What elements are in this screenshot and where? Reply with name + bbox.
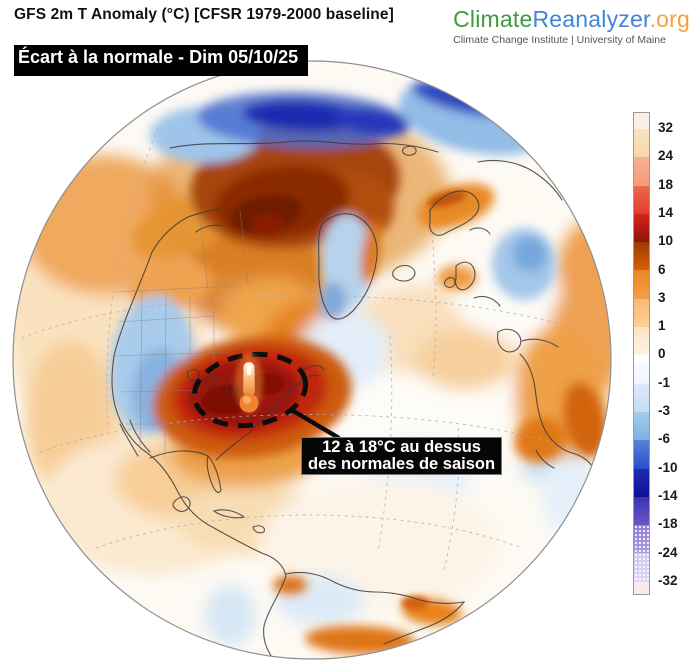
site-logo[interactable]: ClimateReanalyzer.org Climate Change Ins… (453, 6, 690, 46)
colorbar-segment (634, 242, 649, 271)
colorbar-segment (634, 327, 649, 356)
colorbar-tick-label: 0 (658, 346, 666, 362)
thermometer-icon (235, 353, 263, 413)
colorbar-segment (634, 298, 649, 328)
colorbar-tick-label: -1 (658, 374, 671, 390)
leader-line (288, 407, 341, 440)
colorbar-tick-label: -18 (658, 516, 678, 532)
colorbar-ticks: 32 24 18 14 10 6 3 1 0 -1 -3 -6 -10 -14 -18 -24 -32 (658, 112, 692, 593)
colorbar-segment (634, 213, 649, 243)
annotation-label: 12 à 18°C au dessus des normales de sais… (301, 437, 503, 475)
colorbar-segment (634, 129, 649, 158)
logo-climate: Climate (453, 6, 533, 32)
annotation-line2: des normales de saison (308, 454, 496, 473)
coastlines (111, 140, 593, 659)
highlight-ellipse (191, 351, 309, 429)
anomaly-field (13, 61, 611, 659)
colorbar-tick-label: 6 (658, 261, 666, 277)
logo-wordmark[interactable]: ClimateReanalyzer.org (453, 6, 690, 33)
colorbar-segment (634, 440, 649, 469)
colorbar-segment (634, 355, 649, 384)
colorbar-segment (634, 468, 649, 497)
colorbar-tick-label: 10 (658, 233, 674, 249)
colorbar-segment (634, 157, 649, 186)
logo-reanalyzer: Reanalyzer (532, 6, 650, 32)
colorbar-segment (634, 553, 649, 582)
logo-tagline: Climate Change Institute | University of… (453, 34, 666, 46)
colorbar-tick-label: -10 (658, 459, 678, 475)
page-title: GFS 2m T Anomaly (°C) [CFSR 1979-2000 ba… (14, 6, 394, 23)
colorbar-segment (634, 411, 649, 441)
colorbar-tick-label: -24 (658, 544, 678, 560)
state-borders (113, 209, 249, 459)
colorbar-tick-label: 14 (658, 204, 674, 220)
colorbar-tick-label: -6 (658, 431, 671, 447)
annotation-line1: 12 à 18°C au dessus (322, 438, 481, 456)
colorbar-segment (634, 383, 649, 412)
logo-org: .org (649, 6, 690, 32)
colorbar (633, 112, 650, 595)
colorbar-tick-label: 3 (658, 289, 666, 305)
colorbar-segment (634, 581, 649, 594)
graticule (21, 127, 603, 571)
colorbar-segment (634, 525, 649, 554)
colorbar-tick-label: -3 (658, 403, 671, 418)
colorbar-tick-label: 24 (658, 148, 674, 164)
colorbar-tick-label: 32 (658, 120, 674, 135)
colorbar-tick-label: -32 (658, 572, 678, 588)
colorbar-segment (634, 185, 649, 214)
colorbar-tick-label: 1 (658, 318, 666, 334)
colorbar-segment (634, 113, 649, 129)
colorbar-legend: 32 24 18 14 10 6 3 1 0 -1 -3 -6 -10 -14 -18 -24 -32 (633, 112, 678, 595)
colorbar-segment (634, 496, 649, 526)
colorbar-tick-label: -14 (658, 487, 678, 503)
colorbar-segment (634, 270, 649, 299)
globe-outline (12, 60, 612, 660)
date-banner: Écart à la normale - Dim 05/10/25 (14, 45, 309, 76)
colorbar-tick-label: 18 (658, 176, 674, 192)
